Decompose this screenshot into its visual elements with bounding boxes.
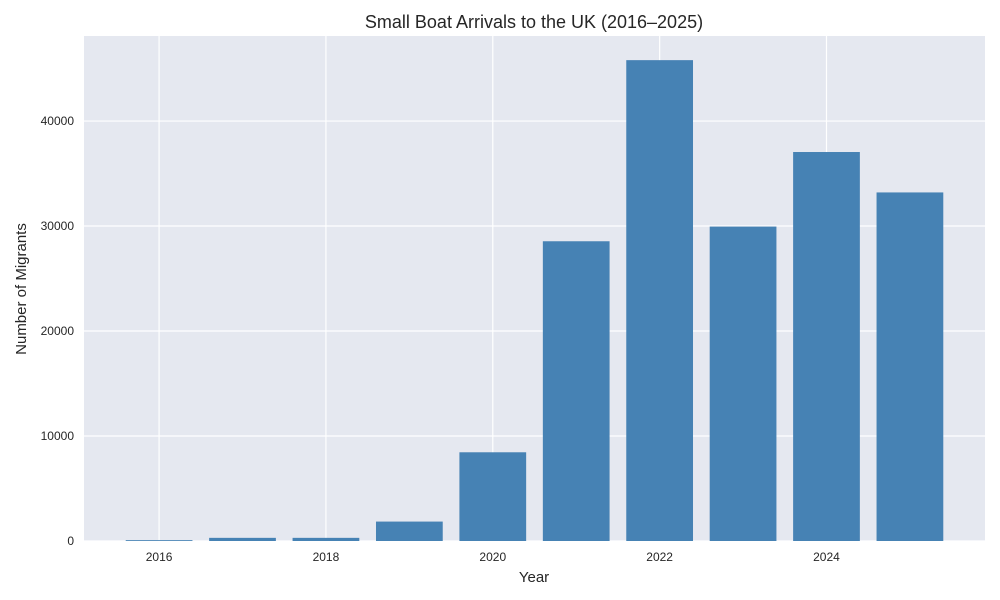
bar-2023: [709, 226, 777, 541]
bar-2017: [209, 537, 276, 541]
x-tick-label: 2018: [313, 550, 340, 564]
bar-2024: [793, 152, 860, 541]
y-tick-label: 30000: [41, 219, 75, 233]
x-axis-label: Year: [519, 569, 549, 586]
y-tick-labels: 0 10000 20000 30000 40000: [41, 114, 75, 548]
x-tick-label: 2020: [479, 550, 506, 564]
y-tick-label: 0: [67, 534, 74, 548]
bar-2016: [125, 540, 193, 541]
bar-2018: [292, 537, 360, 541]
x-tick-labels: 2016 2018 2020 2022 2024: [146, 550, 840, 564]
bars: [125, 60, 944, 541]
y-tick-label: 20000: [41, 324, 75, 338]
x-tick-label: 2024: [813, 550, 840, 564]
bar-2020: [459, 452, 527, 541]
x-tick-label: 2016: [146, 550, 173, 564]
y-tick-label: 10000: [41, 429, 75, 443]
bar-2019: [375, 521, 443, 541]
x-tick-label: 2022: [646, 550, 673, 564]
bar-2021: [542, 241, 610, 541]
y-axis-label: Number of Migrants: [13, 223, 30, 355]
bar-2025: [876, 192, 944, 541]
chart-title: Small Boat Arrivals to the UK (2016–2025…: [365, 12, 703, 32]
y-tick-label: 40000: [41, 114, 75, 128]
bar-2022: [626, 60, 694, 541]
